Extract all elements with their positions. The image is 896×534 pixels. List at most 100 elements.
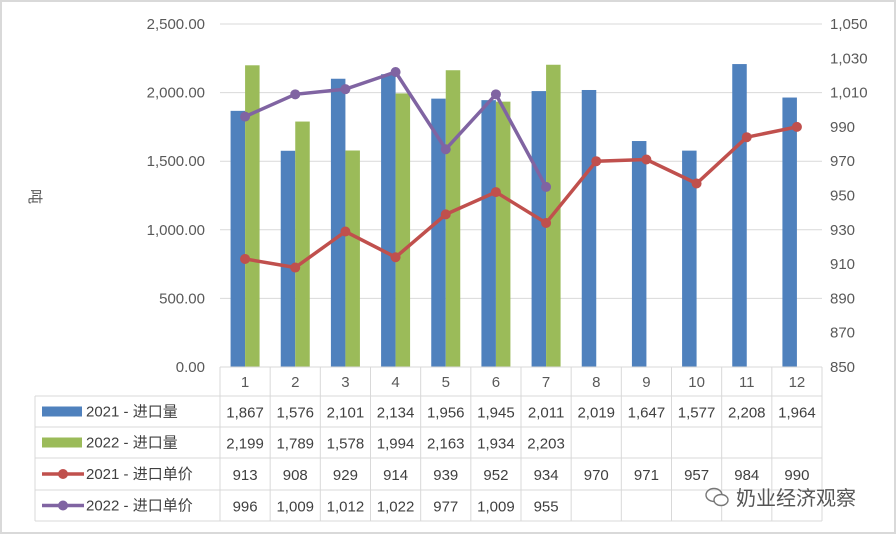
x-tick-label: 12 bbox=[789, 374, 806, 391]
y2-tick-label: 890 bbox=[830, 290, 855, 307]
bar-2021 bbox=[732, 64, 747, 367]
bar-2021 bbox=[381, 74, 396, 367]
watermark-text: 奶业经济观察 bbox=[736, 486, 856, 510]
data-table-cell: 971 bbox=[634, 467, 659, 484]
bar-2021 bbox=[581, 89, 597, 368]
line-point bbox=[340, 226, 351, 237]
y2-tick-label: 970 bbox=[830, 153, 855, 170]
line-point bbox=[591, 156, 602, 167]
data-table-cell: 957 bbox=[684, 467, 709, 484]
data-table-cell: 2,163 bbox=[427, 436, 465, 453]
data-table-cell: 913 bbox=[233, 467, 258, 484]
x-tick-label: 1 bbox=[241, 374, 249, 391]
line-point bbox=[541, 181, 552, 192]
line-point bbox=[290, 89, 301, 100]
bar-2021 bbox=[531, 91, 547, 368]
data-table-cell: 2,134 bbox=[377, 405, 415, 422]
data-table-cell: 1,009 bbox=[477, 499, 515, 516]
data-table-cell: 1,867 bbox=[226, 405, 264, 422]
data-table-cell: 990 bbox=[784, 467, 809, 484]
legend-marker bbox=[58, 500, 68, 511]
y2-tick-label: 910 bbox=[830, 256, 855, 273]
data-table-cell: 1,577 bbox=[678, 405, 716, 422]
legend-marker bbox=[58, 469, 68, 479]
legend-label: 2022 - 进口单价 bbox=[86, 498, 193, 515]
bar-2021 bbox=[330, 78, 346, 367]
x-tick-label: 6 bbox=[492, 374, 500, 391]
data-table-cell: 939 bbox=[433, 467, 458, 484]
line-series bbox=[244, 125, 798, 270]
line-point bbox=[240, 111, 251, 122]
legend-label: 2022 - 进口量 bbox=[86, 435, 178, 452]
line-point bbox=[741, 132, 752, 143]
line-point bbox=[340, 84, 351, 95]
legend-swatch bbox=[42, 406, 82, 417]
x-tick-label: 10 bbox=[688, 374, 705, 391]
x-tick-label: 3 bbox=[341, 374, 349, 391]
line-point bbox=[240, 253, 251, 264]
data-table-cell: 1,994 bbox=[377, 436, 415, 453]
bar-2022 bbox=[345, 150, 360, 367]
y2-tick-label: 950 bbox=[830, 188, 855, 205]
y-tick-label: 0.00 bbox=[176, 359, 205, 376]
y-tick-label: 1,500.00 bbox=[147, 153, 205, 170]
legend-label: 2021 - 进口单价 bbox=[86, 466, 193, 483]
data-table-cell: 908 bbox=[283, 467, 308, 484]
y2-tick-label: 1,010 bbox=[830, 85, 868, 102]
watermark: 奶业经济观察 bbox=[704, 482, 856, 511]
line-point bbox=[290, 262, 301, 273]
data-table-cell: 1,964 bbox=[778, 405, 816, 422]
data-table-cell: 984 bbox=[734, 467, 759, 484]
data-table-cell: 1,956 bbox=[427, 405, 465, 422]
line-point bbox=[390, 67, 401, 78]
legend-swatch bbox=[42, 437, 82, 448]
data-table-cell: 2,203 bbox=[527, 436, 565, 453]
legend-label: 2021 - 进口量 bbox=[86, 404, 178, 421]
y2-tick-label: 870 bbox=[830, 325, 855, 342]
data-table-cell: 970 bbox=[584, 467, 609, 484]
bar-2022 bbox=[245, 65, 260, 367]
data-table-cell: 996 bbox=[233, 499, 258, 516]
data-table-cell: 977 bbox=[433, 499, 458, 516]
data-table-cell: 2,208 bbox=[728, 405, 766, 422]
x-tick-label: 2 bbox=[291, 374, 299, 391]
bar-2021 bbox=[481, 100, 496, 368]
data-table-cell: 1,934 bbox=[477, 436, 515, 453]
bar-2021 bbox=[431, 98, 446, 367]
data-table-cell: 1,012 bbox=[327, 499, 365, 516]
y-tick-label: 500.00 bbox=[159, 290, 205, 307]
data-table-cell: 1,009 bbox=[276, 499, 314, 516]
data-table-cell: 1,578 bbox=[327, 436, 365, 453]
x-tick-label: 9 bbox=[642, 374, 650, 391]
data-table-cell: 1,022 bbox=[377, 499, 415, 516]
data-table-cell: 955 bbox=[534, 499, 559, 516]
bar-2021 bbox=[280, 150, 296, 367]
x-tick-label: 5 bbox=[442, 374, 450, 391]
data-table-cell: 914 bbox=[383, 467, 408, 484]
data-table-cell: 1,945 bbox=[477, 405, 515, 422]
data-table-cell: 934 bbox=[534, 467, 559, 484]
line-point bbox=[490, 89, 501, 100]
y-tick-label: 2,500.00 bbox=[147, 16, 205, 33]
data-table-cell: 1,789 bbox=[276, 436, 314, 453]
bar-2021 bbox=[631, 141, 647, 367]
bar-2021 bbox=[682, 150, 697, 367]
x-tick-label: 8 bbox=[592, 374, 600, 391]
y-axis-label: 吨 bbox=[26, 188, 45, 205]
y-tick-label: 2,000.00 bbox=[147, 85, 205, 102]
line-point bbox=[440, 144, 451, 155]
y2-tick-label: 990 bbox=[830, 119, 855, 136]
bar-2021 bbox=[230, 110, 246, 368]
line-point bbox=[541, 217, 552, 228]
y2-tick-label: 850 bbox=[830, 359, 855, 376]
y2-tick-label: 1,050 bbox=[830, 16, 868, 33]
data-table-cell: 1,647 bbox=[628, 405, 666, 422]
x-tick-label: 11 bbox=[739, 374, 755, 391]
x-tick-label: 7 bbox=[542, 374, 550, 391]
data-table-cell: 2,199 bbox=[226, 436, 264, 453]
bar-2022 bbox=[495, 101, 511, 367]
x-tick-label: 4 bbox=[391, 374, 399, 391]
data-table-cell: 929 bbox=[333, 467, 358, 484]
